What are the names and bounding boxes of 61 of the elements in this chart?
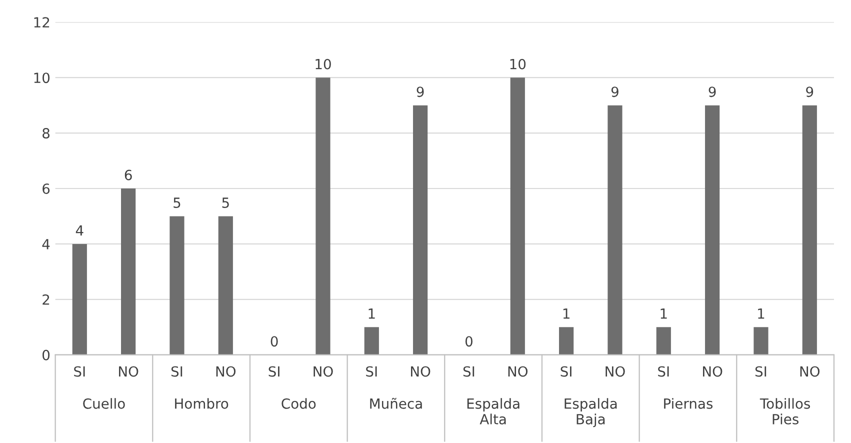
bar [559,327,574,355]
x-tick-label: SI [366,366,377,377]
x-tick-label: SI [463,366,474,377]
data-label: 5 [222,198,229,208]
y-tick-label: 0 [42,350,50,360]
x-tick-label: NO [314,366,333,377]
y-tick-label: 12 [34,17,50,28]
bar [656,327,671,355]
x-tick-label: NO [703,366,722,377]
y-tick-label: 8 [42,128,50,139]
bar [316,78,330,355]
x-tick-label: NO [508,366,528,377]
data-label: 9 [416,86,424,98]
x-tick-label: SI [658,366,669,377]
text: Piernas [664,398,713,409]
data-label: 5 [174,198,180,208]
x-tick-label: SI [171,366,182,377]
text: Espalda Baja [564,398,617,428]
y-tick-label: 6 [42,183,50,194]
x-tick-label: NO [606,366,625,377]
data-label: 0 [465,336,472,347]
y-tick-label: 2 [42,294,50,305]
data-label: 9 [806,86,814,98]
text: Espalda Alta [467,398,520,424]
bar [121,188,136,355]
bar [72,244,87,355]
data-label: 1 [563,308,570,319]
data-label: 9 [611,86,618,98]
data-label: 10 [316,58,331,70]
x-tick-label: SI [755,366,766,377]
data-label: 1 [660,308,667,319]
data-label: 0 [270,336,278,347]
x-tick-label: NO [411,366,430,377]
text: Muñeca [370,398,422,409]
bar [705,105,720,355]
text: Hombro [175,398,228,409]
data-label: 6 [124,170,132,180]
x-tick-label: SI [560,366,572,377]
data-label: 9 [708,86,716,98]
data-label: 10 [510,58,526,70]
data-label: 1 [368,308,375,319]
y-tick-label: 10 [34,72,50,84]
bar [170,216,184,355]
bar [510,78,525,355]
y-tick-label: 4 [42,239,50,250]
text: Cuello [83,398,125,409]
bar [413,105,428,355]
data-label: 1 [758,308,764,319]
bar [364,327,379,355]
bar [754,327,768,355]
text: Tobillos Pies [760,398,810,424]
x-tick-label: SI [74,366,85,377]
x-tick-label: SI [268,366,280,377]
text: Codo [282,398,316,409]
bar [218,216,233,355]
x-tick-label: NO [119,366,138,377]
x-tick-label: NO [800,366,820,377]
bar [802,105,817,355]
data-label: 4 [76,225,84,236]
x-tick-label: NO [216,366,236,377]
bar [608,105,622,355]
